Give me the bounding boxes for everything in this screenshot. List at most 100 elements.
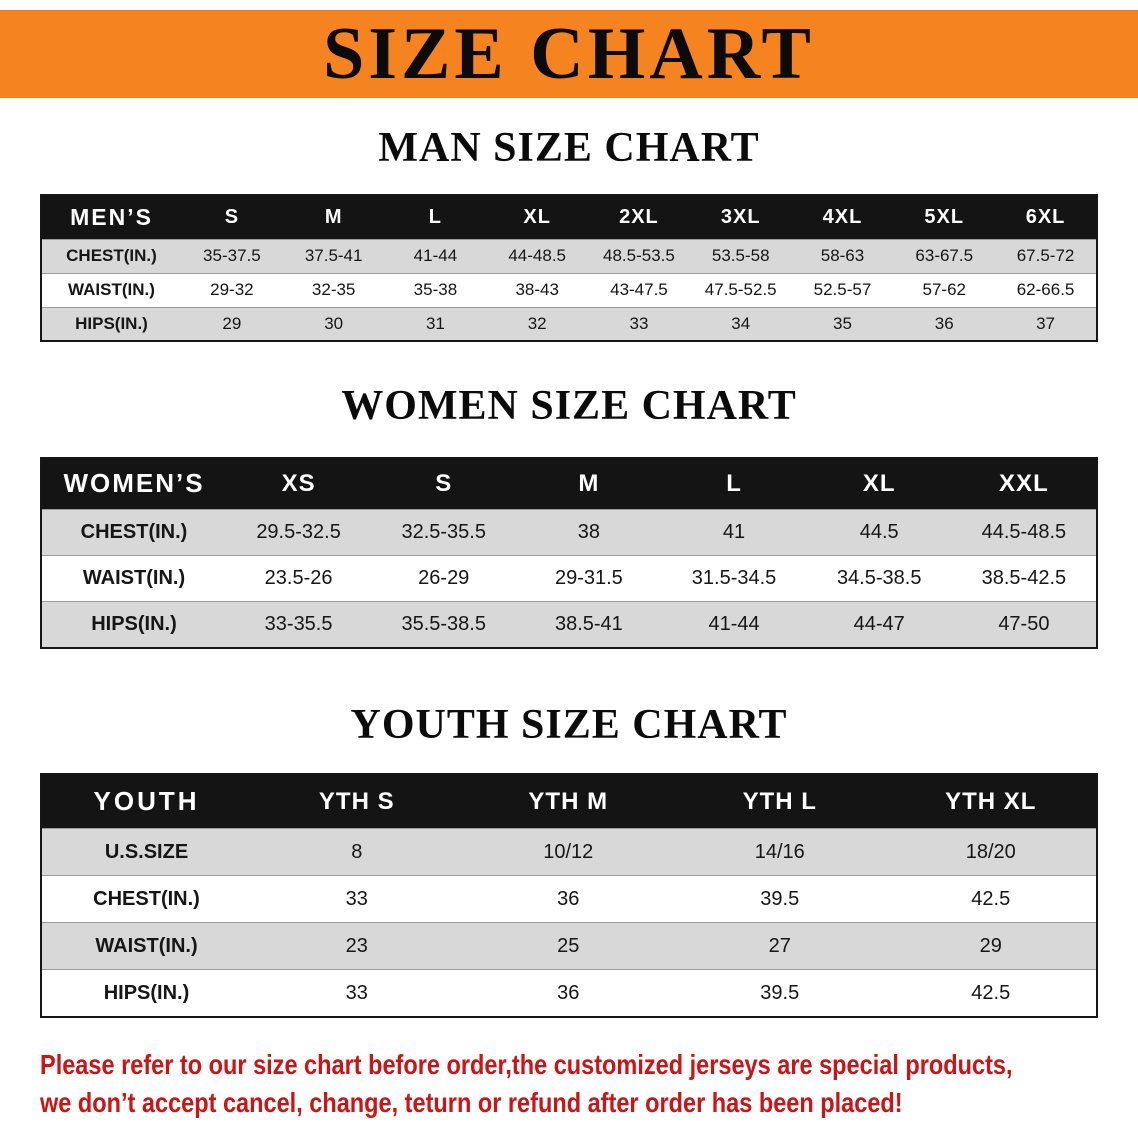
size-cell: 26-29 xyxy=(418,567,470,590)
youth-section: YOUTH SIZE CHART YOUTH YTH S YTH M YTH L… xyxy=(0,701,1138,1018)
size-cell: 41 xyxy=(722,521,746,544)
men-chest-row: CHEST(IN.) 35-37.5 37.5-41 41-44 44-48.5… xyxy=(41,239,1097,274)
size-cell: 41-44 xyxy=(413,246,458,266)
row-label: HIPS(IN.) xyxy=(103,981,190,1004)
size-cell: 35.5-38.5 xyxy=(401,612,486,635)
size-cell: 58-63 xyxy=(820,246,865,266)
size-cell: 38.5-41 xyxy=(554,612,623,635)
men-header-row: MEN’S S M L XL 2XL 3XL 4XL 5XL 6XL xyxy=(41,195,1097,240)
women-table-corner-label: WOMEN’S xyxy=(63,468,205,499)
row-label: WAIST(IN.) xyxy=(68,280,155,300)
men-section: MAN SIZE CHART MEN’S S M L XL 2XL 3XL 4X… xyxy=(0,124,1138,343)
youth-table-corner-label: YOUTH xyxy=(93,786,200,817)
women-chest-row: CHEST(IN.) 29.5-32.5 32.5-35.5 38 41 44.… xyxy=(41,509,1097,556)
size-cell: 33-35.5 xyxy=(264,612,333,635)
men-size-col: M xyxy=(324,206,343,229)
men-size-table: MEN’S S M L XL 2XL 3XL 4XL 5XL 6XL CHEST… xyxy=(40,194,1098,343)
size-cell: 43-47.5 xyxy=(610,280,668,300)
women-header-row: WOMEN’S XS S M L XL XXL xyxy=(41,457,1097,510)
size-cell: 29 xyxy=(979,934,1002,957)
youth-size-table: YOUTH YTH S YTH M YTH L YTH XL U.S.SIZE … xyxy=(40,772,1098,1018)
men-size-col: XL xyxy=(523,206,551,229)
youth-header-row: YOUTH YTH S YTH M YTH L YTH XL xyxy=(41,773,1097,829)
size-cell: 8 xyxy=(351,840,363,863)
size-cell: 42.5 xyxy=(971,981,1011,1004)
size-cell: 33 xyxy=(345,887,368,910)
size-cell: 34.5-38.5 xyxy=(836,567,922,590)
men-size-col: 3XL xyxy=(720,206,761,229)
youth-size-col: YTH XL xyxy=(945,787,1037,815)
size-cell: 67.5-72 xyxy=(1016,246,1075,266)
size-cell: 42.5 xyxy=(971,887,1011,910)
youth-size-col: YTH L xyxy=(742,787,817,815)
size-cell: 47-50 xyxy=(998,612,1050,635)
size-cell: 44.5 xyxy=(859,521,899,544)
men-size-col: S xyxy=(224,206,240,229)
size-cell: 25 xyxy=(557,934,580,957)
men-waist-row: WAIST(IN.) 29-32 32-35 35-38 38-43 43-47… xyxy=(41,273,1097,307)
size-cell: 18/20 xyxy=(965,840,1016,863)
men-size-col: 5XL xyxy=(924,206,965,229)
size-cell: 62-66.5 xyxy=(1016,280,1075,300)
size-cell: 38-43 xyxy=(515,280,559,300)
row-label: CHEST(IN.) xyxy=(93,887,200,910)
size-cell: 37 xyxy=(1036,314,1056,334)
youth-waist-row: WAIST(IN.) 23 25 27 29 xyxy=(41,922,1097,970)
row-label: CHEST(IN.) xyxy=(80,521,188,544)
size-cell: 29-32 xyxy=(210,280,254,300)
row-label: HIPS(IN.) xyxy=(91,612,177,635)
size-cell: 23.5-26 xyxy=(264,567,333,590)
size-cell: 34 xyxy=(731,314,751,334)
row-label: HIPS(IN.) xyxy=(75,314,148,334)
size-cell: 36 xyxy=(557,887,580,910)
size-cell: 27 xyxy=(768,934,791,957)
size-cell: 35 xyxy=(833,314,852,334)
size-cell: 33 xyxy=(629,314,649,334)
size-cell: 14/16 xyxy=(754,840,805,863)
women-size-col: L xyxy=(726,469,742,497)
size-cell: 29 xyxy=(222,314,242,334)
women-size-col: XXL xyxy=(999,469,1049,497)
size-cell: 44-48.5 xyxy=(508,246,567,266)
size-cell: 29-31.5 xyxy=(554,567,623,590)
size-cell: 41-44 xyxy=(708,612,760,635)
women-size-col: S xyxy=(435,469,453,497)
size-cell: 38 xyxy=(577,521,601,544)
size-cell: 32.5-35.5 xyxy=(401,521,486,544)
disclaimer-line-2: we don’t accept cancel, change, teturn o… xyxy=(40,1086,903,1118)
size-cell: 32-35 xyxy=(311,280,356,300)
row-label: WAIST(IN.) xyxy=(82,567,186,590)
men-size-col: 6XL xyxy=(1025,206,1066,229)
disclaimer-line-1: Please refer to our size chart before or… xyxy=(40,1048,1013,1080)
women-waist-row: WAIST(IN.) 23.5-26 26-29 29-31.5 31.5-34… xyxy=(41,555,1097,602)
size-cell: 57-62 xyxy=(922,280,966,300)
women-size-col: M xyxy=(578,469,600,497)
size-cell: 35-37.5 xyxy=(203,246,261,266)
size-cell: 29.5-32.5 xyxy=(256,521,341,544)
youth-hips-row: HIPS(IN.) 33 36 39.5 42.5 xyxy=(41,969,1097,1017)
women-size-col: XS xyxy=(281,469,316,497)
men-size-col: 2XL xyxy=(619,206,659,229)
size-cell: 31.5-34.5 xyxy=(691,567,777,590)
size-cell: 44-47 xyxy=(853,612,905,635)
men-size-col: 4XL xyxy=(822,206,863,229)
size-cell: 30 xyxy=(324,314,344,334)
men-size-col: L xyxy=(428,206,443,229)
youth-size-col: YTH M xyxy=(528,787,609,815)
size-cell: 52.5-57 xyxy=(813,280,872,300)
disclaimer: Please refer to our size chart before or… xyxy=(40,1046,1138,1122)
men-hips-row: HIPS(IN.) 29 30 31 32 33 34 35 36 37 xyxy=(41,307,1097,342)
size-cell: 39.5 xyxy=(760,887,800,910)
youth-section-heading: YOUTH SIZE CHART xyxy=(350,701,788,748)
size-cell: 39.5 xyxy=(760,981,800,1004)
size-cell: 38.5-42.5 xyxy=(981,567,1067,590)
size-cell: 36 xyxy=(557,981,580,1004)
youth-size-col: YTH S xyxy=(318,787,395,815)
banner: SIZE CHART xyxy=(0,10,1138,98)
women-hips-row: HIPS(IN.) 33-35.5 35.5-38.5 38.5-41 41-4… xyxy=(41,601,1097,648)
size-cell: 44.5-48.5 xyxy=(981,521,1067,544)
women-size-col: XL xyxy=(862,469,896,497)
men-section-heading: MAN SIZE CHART xyxy=(378,125,760,171)
size-cell: 23 xyxy=(345,934,368,957)
